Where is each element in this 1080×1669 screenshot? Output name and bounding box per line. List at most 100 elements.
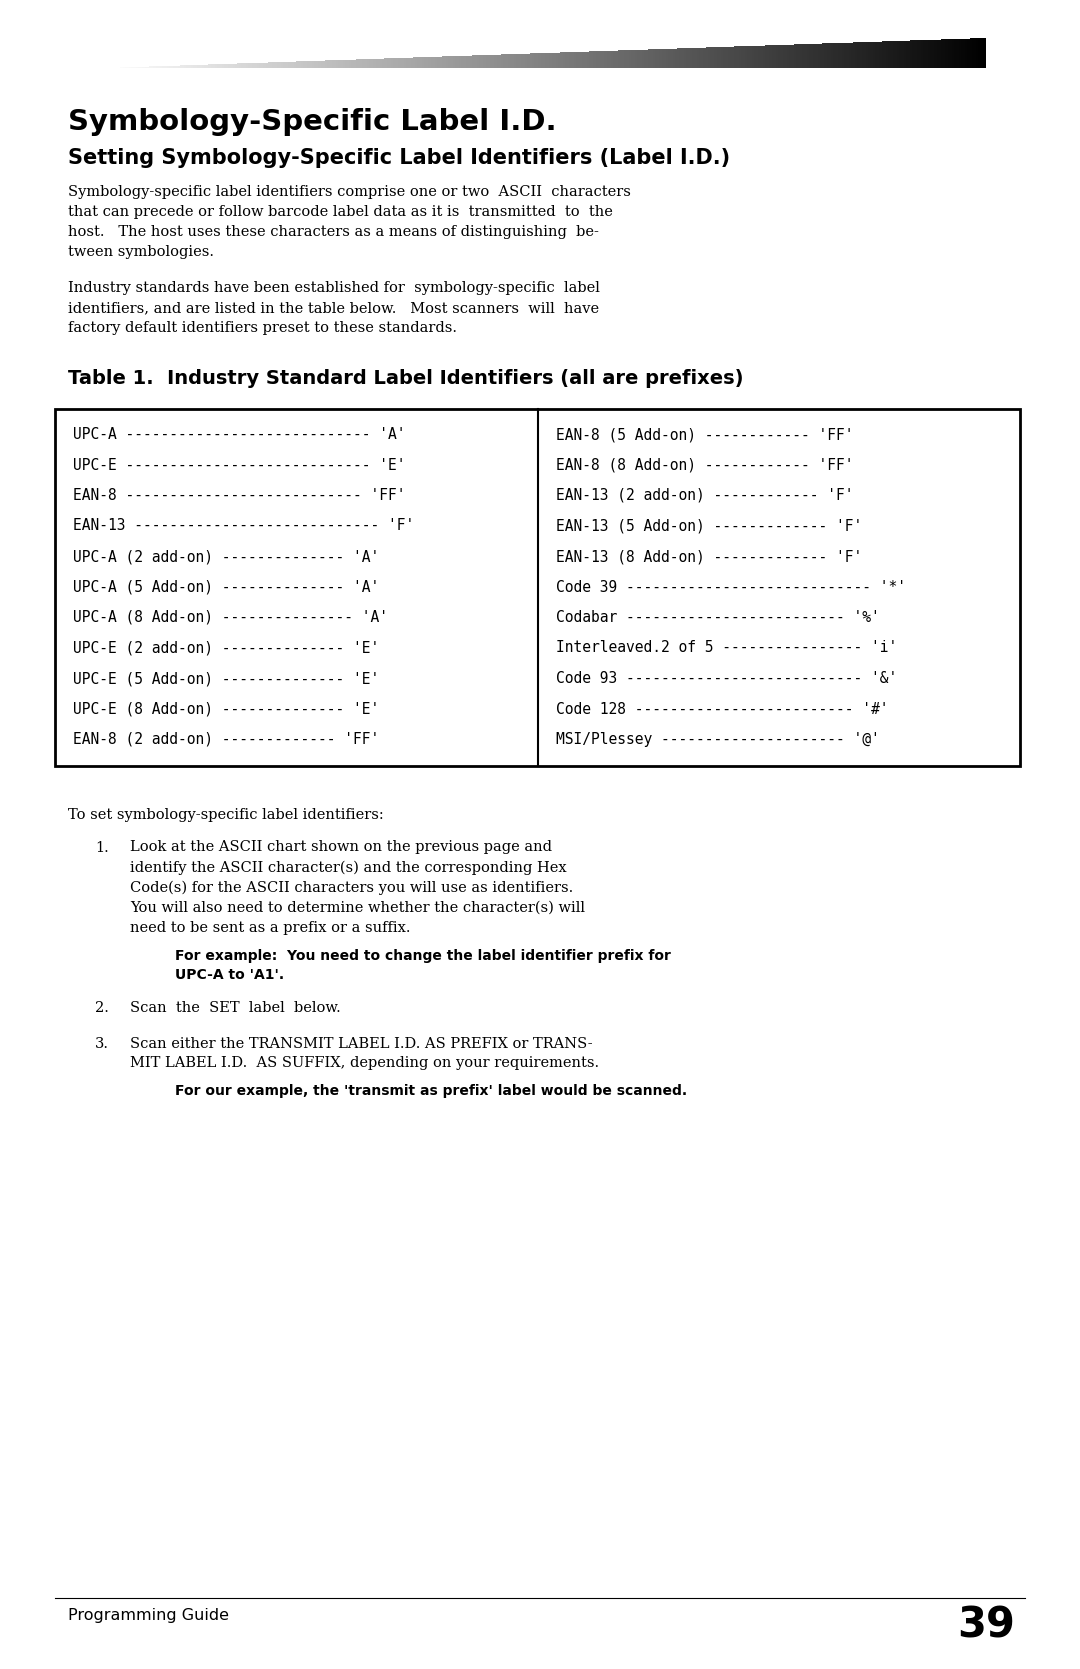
Text: identify the ASCII character(s) and the corresponding Hex: identify the ASCII character(s) and the … xyxy=(130,861,567,875)
Bar xyxy=(591,52,594,68)
Bar xyxy=(697,48,700,68)
Bar xyxy=(805,43,807,68)
Bar xyxy=(543,53,545,68)
Bar xyxy=(908,40,910,68)
Bar xyxy=(654,48,658,68)
Bar xyxy=(624,50,626,68)
Bar xyxy=(484,55,486,68)
Text: Interleaved.2 of 5 ---------------- 'i': Interleaved.2 of 5 ---------------- 'i' xyxy=(555,641,896,656)
Bar xyxy=(476,55,480,68)
Text: EAN-8 --------------------------- 'FF': EAN-8 --------------------------- 'FF' xyxy=(73,487,405,502)
Bar xyxy=(870,42,874,68)
Bar xyxy=(510,53,513,68)
Bar xyxy=(554,53,556,68)
Bar xyxy=(666,48,669,68)
Bar xyxy=(389,58,391,68)
Bar xyxy=(838,43,840,68)
Bar xyxy=(603,52,605,68)
Text: Setting Symbology-Specific Label Identifiers (Label I.D.): Setting Symbology-Specific Label Identif… xyxy=(68,149,730,169)
Text: identifiers, and are listed in the table below.   Most scanners  will  have: identifiers, and are listed in the table… xyxy=(68,300,599,315)
Bar xyxy=(719,47,721,68)
Bar xyxy=(631,50,634,68)
Text: EAN-8 (2 add-on) ------------- 'FF': EAN-8 (2 add-on) ------------- 'FF' xyxy=(73,733,379,748)
Bar xyxy=(692,48,696,68)
Bar xyxy=(883,42,887,68)
Bar xyxy=(404,58,407,68)
Bar xyxy=(613,50,616,68)
Bar xyxy=(820,43,823,68)
Text: MSI/Plessey --------------------- '@': MSI/Plessey --------------------- '@' xyxy=(555,733,879,748)
Bar xyxy=(266,62,268,68)
Bar xyxy=(642,50,645,68)
Bar xyxy=(301,62,303,68)
Bar xyxy=(957,38,959,68)
Bar xyxy=(921,40,923,68)
Bar xyxy=(417,57,420,68)
Bar xyxy=(314,60,316,68)
Bar xyxy=(771,45,774,68)
Bar xyxy=(913,40,915,68)
Bar xyxy=(316,60,319,68)
Bar xyxy=(55,409,1020,766)
Bar xyxy=(915,40,917,68)
Bar xyxy=(669,48,671,68)
Bar xyxy=(367,58,369,68)
Bar xyxy=(904,40,906,68)
Bar xyxy=(752,45,755,68)
Bar xyxy=(981,38,983,68)
Bar xyxy=(611,50,613,68)
Bar xyxy=(175,65,178,68)
Bar xyxy=(629,50,632,68)
Bar xyxy=(444,57,446,68)
Bar xyxy=(978,38,981,68)
Bar xyxy=(897,42,900,68)
Bar xyxy=(955,38,957,68)
Bar xyxy=(468,55,471,68)
Bar xyxy=(858,42,860,68)
Bar xyxy=(488,55,490,68)
Bar xyxy=(831,43,834,68)
Text: EAN-13 (5 Add-on) ------------- 'F': EAN-13 (5 Add-on) ------------- 'F' xyxy=(555,519,862,534)
Bar xyxy=(195,65,198,68)
Bar xyxy=(558,52,561,68)
Bar xyxy=(762,45,766,68)
Bar xyxy=(219,63,222,68)
Bar xyxy=(616,50,618,68)
Bar xyxy=(189,65,191,68)
Bar xyxy=(822,43,825,68)
Bar xyxy=(361,60,363,68)
Bar xyxy=(211,65,214,68)
Bar xyxy=(193,65,195,68)
Bar xyxy=(329,60,333,68)
Bar xyxy=(600,52,603,68)
Text: 2.: 2. xyxy=(95,1000,109,1015)
Bar xyxy=(264,62,266,68)
Bar xyxy=(281,62,284,68)
Text: EAN-13 ---------------------------- 'F': EAN-13 ---------------------------- 'F' xyxy=(73,519,415,534)
Bar xyxy=(453,57,456,68)
Bar xyxy=(251,63,253,68)
Bar xyxy=(433,57,435,68)
Bar xyxy=(410,57,414,68)
Bar xyxy=(395,58,399,68)
Bar xyxy=(332,60,335,68)
Bar xyxy=(569,52,572,68)
Bar xyxy=(970,38,972,68)
Bar xyxy=(802,43,805,68)
Bar xyxy=(690,48,693,68)
Bar xyxy=(818,43,821,68)
Bar xyxy=(215,63,218,68)
Bar xyxy=(578,52,581,68)
Bar xyxy=(741,47,743,68)
Bar xyxy=(268,62,270,68)
Bar xyxy=(646,50,649,68)
Bar xyxy=(936,40,940,68)
Bar xyxy=(798,45,800,68)
Bar xyxy=(461,55,464,68)
Text: MIT LABEL I.D.  AS SUFFIX, depending on your requirements.: MIT LABEL I.D. AS SUFFIX, depending on y… xyxy=(130,1056,599,1070)
Bar xyxy=(800,45,802,68)
Text: EAN-8 (8 Add-on) ------------ 'FF': EAN-8 (8 Add-on) ------------ 'FF' xyxy=(555,457,853,472)
Text: UPC-A ---------------------------- 'A': UPC-A ---------------------------- 'A' xyxy=(73,427,405,442)
Bar xyxy=(259,63,261,68)
Bar xyxy=(525,53,528,68)
